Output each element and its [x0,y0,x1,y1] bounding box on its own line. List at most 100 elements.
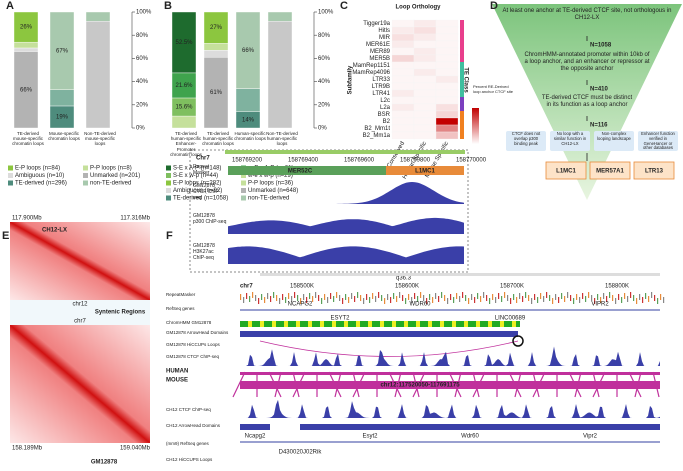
track-label: GM12878 CTCF ChIP-seq [166,354,220,359]
chromhmm [280,321,284,327]
repeat-tick [486,295,488,301]
legend-swatch [83,180,88,186]
heatmap-cell [435,61,459,70]
chromhmm [508,321,512,327]
class-strip [460,48,464,55]
class-strip [460,111,464,118]
chrom-label: chr7 [240,284,253,290]
heatmap-cell [391,131,415,140]
position: 158600K [395,284,419,290]
bar-segment [203,57,229,129]
chromhmm [384,321,388,327]
signal [228,182,464,204]
heatmap-cell [391,54,415,63]
link-label: Syntenic Regions [95,310,146,316]
heatmap-title: Loop Orthology [396,5,442,11]
repeat-tick [390,297,392,303]
repeat-tick [582,293,584,299]
legend-text: w-e x w-p (n=29) [247,173,293,179]
heatmap-cell [391,75,415,84]
legend-text: Unmarked (n=201) [90,173,140,179]
repeat-tick [489,298,491,304]
y-tick-label: 20% [318,102,331,108]
repeat-tick [618,294,620,300]
species-label: MOUSE [166,378,188,384]
legend-text: Ambiguous (n=92) [173,188,222,194]
position: 158770000 [456,158,487,164]
value-label: 66% [242,48,255,54]
class-label: TE Class [462,67,468,93]
chromhmm [436,321,440,327]
gene-label: WDR60 [409,302,431,308]
chromhmm [424,321,428,327]
repeat-tick [612,295,614,301]
legend-text: E-P loops (n=282) [173,181,221,187]
coord: 117.316Mb [120,216,150,222]
chromhmm [476,321,480,327]
repeat-tick [657,298,659,304]
repeat-tick [543,296,545,302]
y-tick-label: 60% [136,56,149,62]
row-label: B2_Mm1a [363,133,391,139]
repeat-tick [375,296,377,302]
heatmap-cell [435,89,459,98]
heatmap-cell [435,110,459,119]
chromhmm [404,321,408,327]
result-label: LTR13 [645,169,664,175]
repeat-tick [351,293,353,299]
repeat-tick [453,297,455,303]
repeat-tick [474,297,476,303]
repeat-tick [546,292,548,298]
heatmap-cell [391,33,415,42]
repeat-tick [321,298,323,304]
position: 158769400 [288,158,319,164]
repeat-tick [603,293,605,299]
repeat-tick [417,296,419,302]
class-strip [460,69,464,76]
signal [228,246,464,264]
bar-segment [235,11,261,89]
repeat-tick [645,293,647,299]
row-label: BSR [378,112,391,118]
row-label: B2_Mm1t [364,126,390,132]
bar-segment [13,41,39,49]
repeat-tick [504,292,506,298]
chromhmm [312,321,316,327]
chromhmm [340,321,344,327]
repeat-tick [315,292,317,298]
chromhmm [240,321,244,327]
funnel-step: TE-derived CTCF must be distinct in its … [541,95,633,108]
repeat-tick [609,292,611,298]
species-label: HUMAN [166,369,188,375]
chromhmm [296,321,300,327]
heatmap-cell [391,19,415,28]
class-strip [460,118,464,125]
criterion-text: Enhancer function verified in GeneHancer… [641,131,675,151]
repeat-tick [570,295,572,301]
criterion-text: Non-complex looping landscape [597,131,631,141]
legend-swatch [241,173,246,178]
heatmap-cell [435,33,459,42]
legend-swatch [83,165,88,171]
map-title: GM12878 [91,460,118,466]
repeat-tick [597,294,599,300]
heatmap-cell [413,117,437,126]
chromhmm [440,321,444,327]
gene-label: D430020J02Rik [279,450,323,456]
repeat-tick [345,294,347,300]
repeat-tick [534,294,536,300]
track-label: CH12 CTCF ChIP-seq [166,407,211,412]
chromhmm [364,321,368,327]
hic-map-human [10,325,150,443]
criterion-text: CTCF does not overlap p300 binding peak [511,131,541,146]
magnifier [512,335,524,347]
domain [300,424,660,430]
bar-segment [203,11,229,44]
chromhmm [412,321,416,327]
count-label: N=1058 [590,43,612,49]
repeat-tick [615,298,617,304]
chromhmm [432,321,436,327]
row-label: Tigger19a [363,21,390,27]
repeat-tick [516,297,518,303]
heatmap-cell [435,68,459,77]
